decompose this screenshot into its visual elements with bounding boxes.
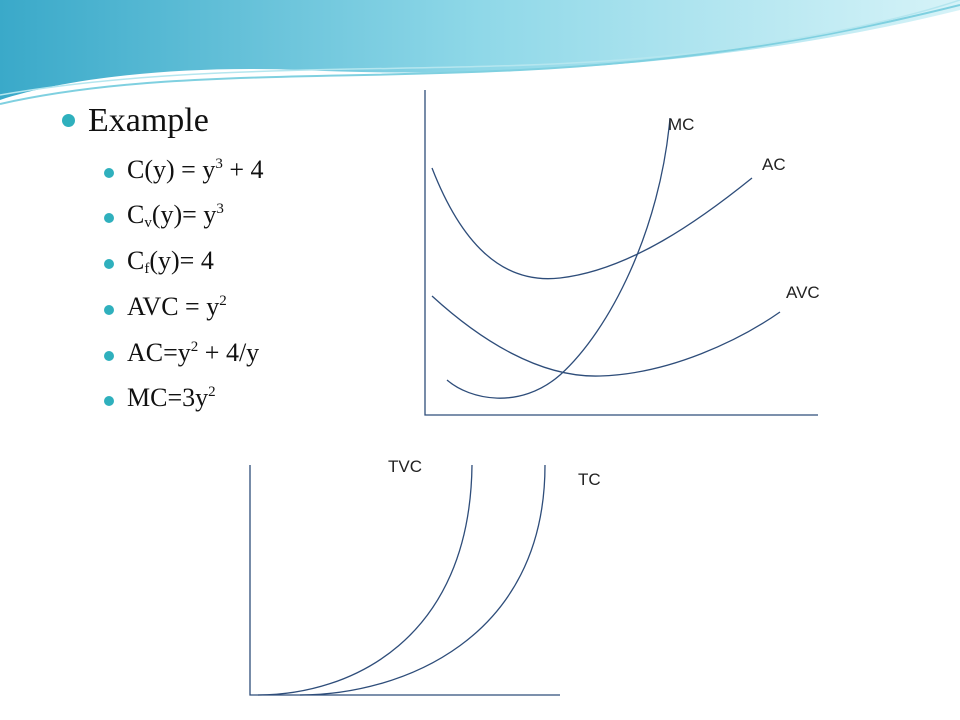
text-segment: 3 [215, 156, 223, 172]
text-segment: 2 [208, 384, 216, 400]
tc-curve [299, 464, 546, 696]
text-segment: C(y) = y [127, 155, 216, 184]
bullet-item: MC=3y2 [127, 383, 216, 413]
cost-graph [424, 90, 818, 416]
header-line [0, 0, 960, 96]
total-graph [249, 464, 560, 696]
text-segment: v [144, 215, 152, 231]
ac-curve [431, 167, 753, 280]
avc-curve [431, 295, 781, 377]
text-segment: 3 [216, 201, 224, 217]
text-segment: (y)= y [151, 200, 217, 229]
text-segment: f [144, 261, 150, 277]
axes [424, 90, 818, 416]
bullet-item: Cv(y)= y3 [127, 200, 224, 231]
bullet [104, 259, 114, 269]
curve-label: AVC [786, 283, 820, 302]
slide-title: Example [88, 102, 209, 139]
bullet-item: Cf(y)= 4 [127, 246, 214, 277]
curve-label: AC [762, 155, 786, 174]
text-segment: AC=y [127, 338, 191, 367]
text-segment: C [127, 200, 145, 229]
tvc-curve [257, 464, 473, 696]
bullet-item: AC=y2 + 4/y [127, 338, 259, 368]
text-segment: 2 [219, 293, 227, 309]
bullet [104, 168, 114, 178]
mc-curve [446, 117, 671, 399]
bullet [104, 351, 114, 361]
text-segment: (y)= 4 [149, 246, 214, 275]
bullet-item: AVC = y2 [127, 292, 227, 322]
bullet [104, 213, 114, 223]
text-segment: AVC = y [127, 292, 220, 321]
text-segment: + 4/y [198, 338, 260, 367]
text-segment: + 4 [222, 155, 264, 184]
text-segment: MC=3y [127, 383, 209, 412]
header-line [0, 4, 960, 105]
text-segment: C [127, 246, 145, 275]
curve-label: TC [578, 470, 601, 489]
bullet [104, 396, 114, 406]
bullet [62, 114, 75, 127]
axes [249, 465, 560, 696]
bullet-item: C(y) = y3 + 4 [127, 155, 264, 185]
bullet [104, 305, 114, 315]
header-wave [0, 0, 960, 100]
text-segment: 2 [190, 339, 199, 355]
curve-label: TVC [388, 457, 422, 476]
curve-label: MC [668, 115, 695, 134]
